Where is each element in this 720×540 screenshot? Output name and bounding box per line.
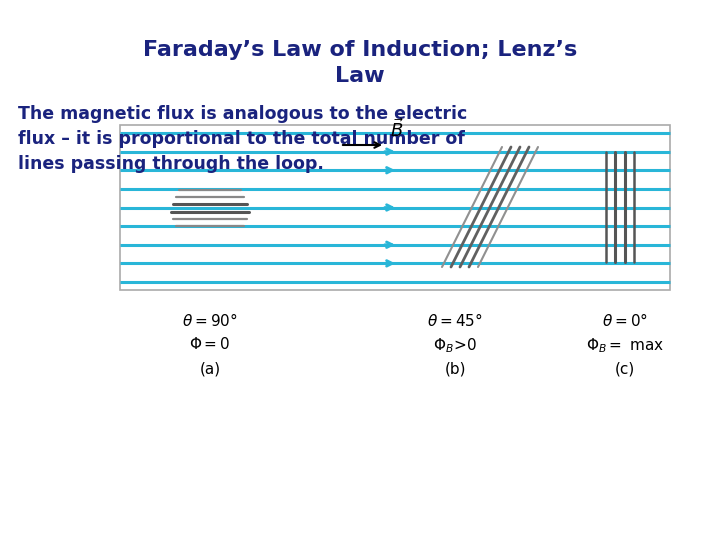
Text: (a): (a) xyxy=(199,362,220,377)
Text: (c): (c) xyxy=(615,362,635,377)
Text: The magnetic flux is analogous to the electric
flux – it is proportional to the : The magnetic flux is analogous to the el… xyxy=(18,105,467,173)
Text: $\Phi = 0$: $\Phi = 0$ xyxy=(189,336,230,352)
Text: $\theta = 90°$: $\theta = 90°$ xyxy=(182,312,238,329)
Text: Faraday’s Law of Induction; Lenz’s
Law: Faraday’s Law of Induction; Lenz’s Law xyxy=(143,40,577,86)
Text: $\Phi_B = $ max: $\Phi_B = $ max xyxy=(586,336,664,355)
Text: $\vec{B}$: $\vec{B}$ xyxy=(390,118,404,141)
Text: (b): (b) xyxy=(444,362,466,377)
Text: $\theta = 0°$: $\theta = 0°$ xyxy=(602,312,648,329)
Text: $\theta = 45°$: $\theta = 45°$ xyxy=(427,312,483,329)
Bar xyxy=(120,125,670,290)
Text: $\Phi_B\!>\!0$: $\Phi_B\!>\!0$ xyxy=(433,336,477,355)
